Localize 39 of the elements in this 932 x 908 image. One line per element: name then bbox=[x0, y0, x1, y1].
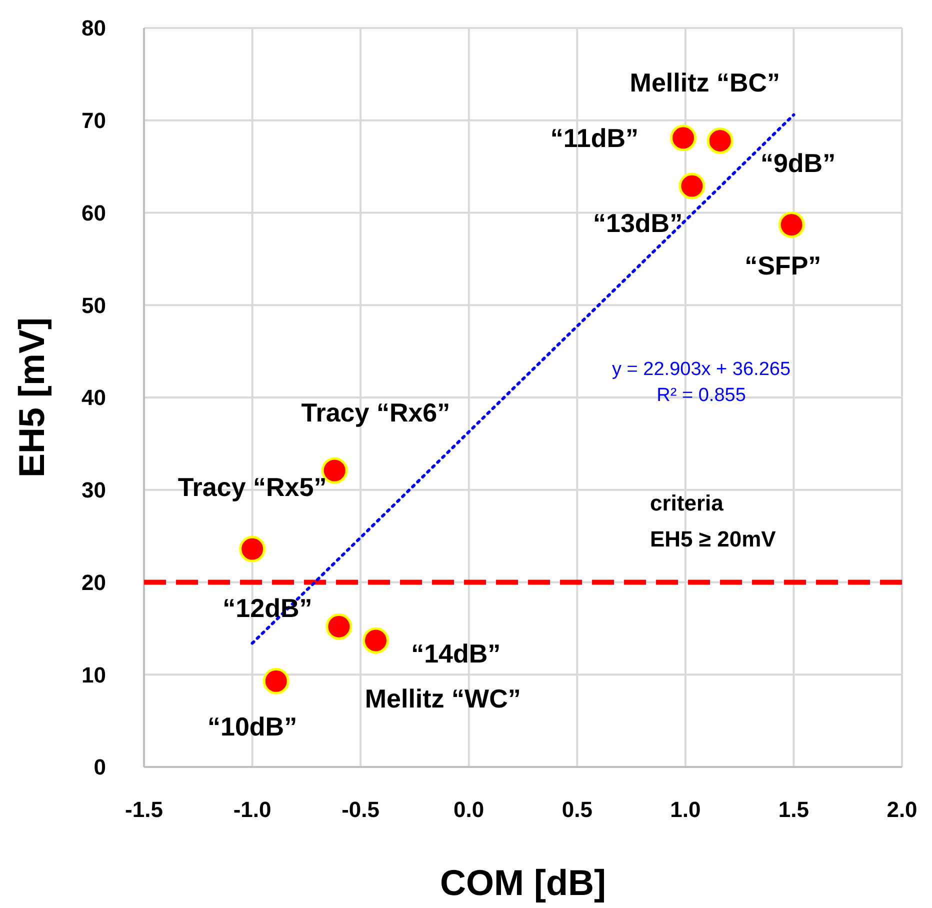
point bbox=[239, 536, 266, 562]
point bbox=[670, 124, 697, 152]
point bbox=[326, 613, 352, 640]
annotation: “10dB” bbox=[207, 711, 298, 742]
x-tick-label: 0.0 bbox=[454, 797, 484, 822]
y-axis-title: EH5 [mV] bbox=[11, 317, 52, 478]
annotation: Tracy “Rx5” bbox=[178, 472, 327, 502]
annotation: “SFP” bbox=[744, 250, 822, 281]
x-tick-label: 0.5 bbox=[562, 797, 592, 822]
point bbox=[778, 212, 805, 238]
point bbox=[678, 172, 706, 200]
point bbox=[362, 627, 389, 654]
y-tick-label: 20 bbox=[82, 570, 106, 595]
annotation: Mellitz “BC” bbox=[630, 68, 780, 98]
annotation: “13dB” bbox=[592, 208, 683, 238]
x-tick-label: -0.5 bbox=[342, 797, 380, 822]
annotation: “11dB” bbox=[550, 123, 639, 154]
y-tick-label: 60 bbox=[82, 200, 106, 226]
y-tick-label: 30 bbox=[82, 478, 106, 503]
text: y = 22.903x + 36.265 R² = 0.855 bbox=[612, 359, 791, 406]
x-tick-label: -1.5 bbox=[125, 797, 163, 822]
x-tick-label: 2.0 bbox=[886, 797, 918, 822]
x-tick-label: 1.0 bbox=[670, 797, 701, 822]
annotation: “14dB” bbox=[411, 638, 501, 668]
y-tick-label: 0 bbox=[94, 754, 106, 780]
point bbox=[262, 668, 290, 694]
y-tick-label: 50 bbox=[82, 292, 106, 318]
y-tick-label: 10 bbox=[82, 662, 106, 688]
point bbox=[706, 127, 734, 154]
annotation: Tracy “Rx6” bbox=[301, 397, 450, 428]
x-axis-title: COM [dB] bbox=[440, 862, 606, 903]
y-tick-label: 70 bbox=[82, 108, 106, 134]
x-tick-label: 1.5 bbox=[778, 797, 810, 822]
annotation: “9dB” bbox=[760, 148, 836, 178]
y-tick-label: 80 bbox=[82, 16, 106, 41]
x-tick-label: -1.0 bbox=[233, 797, 272, 822]
y-tick-label: 40 bbox=[82, 385, 106, 410]
ref-line-label: criteria EH5 ≥ 20mV bbox=[650, 490, 776, 552]
annotation: Mellitz “WC” bbox=[364, 684, 521, 714]
